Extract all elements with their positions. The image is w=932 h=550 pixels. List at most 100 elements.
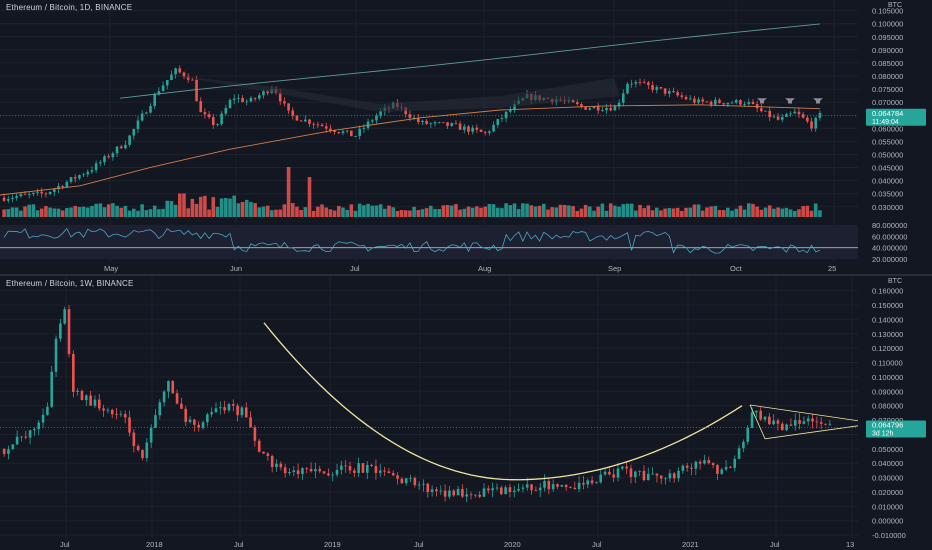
volume-bar (688, 207, 693, 217)
candle-body (2, 197, 6, 201)
candle-body (262, 451, 265, 454)
candle-body (231, 404, 235, 406)
volume-bar (278, 209, 283, 217)
candle-body (123, 414, 127, 418)
volume-bar (797, 209, 801, 217)
candle-body (157, 91, 161, 95)
volume-bar (157, 209, 161, 217)
volume-bar (763, 207, 768, 217)
daily-chart-canvas[interactable]: 0.105000 0.100000 0.095000 0.090000 0.085000… (0, 0, 932, 275)
candle-body (711, 463, 715, 466)
candle-body (458, 123, 462, 130)
candle-body (119, 414, 123, 415)
candle-body (90, 170, 94, 172)
candle-body (616, 468, 620, 478)
candle-body (316, 124, 320, 126)
candle-body (613, 106, 617, 111)
candle-body (309, 468, 313, 472)
candle-body (630, 83, 633, 85)
volume-bar (529, 205, 534, 217)
candle-body (759, 410, 762, 420)
candle-body (718, 99, 721, 104)
candle-body (275, 463, 278, 468)
volume-bar (475, 206, 479, 217)
y-tick-label: 0.075000 (872, 85, 903, 94)
volume-bar (178, 193, 182, 217)
x-tick-label: 2018 (146, 540, 163, 549)
candle-body (772, 420, 775, 425)
candle-body (733, 458, 737, 468)
daily-chart-pane[interactable]: 0.105000 0.100000 0.095000 0.090000 0.085000… (0, 0, 932, 275)
candle-body (153, 94, 157, 106)
volume-bar (583, 204, 588, 217)
candle-body (755, 104, 759, 109)
candle-body (249, 417, 252, 428)
candle-body (609, 107, 613, 111)
candle-body (23, 194, 27, 195)
x-tick-label: May (104, 264, 118, 273)
volume-bar (173, 204, 178, 217)
candle-body (82, 174, 85, 176)
weekly-chart-pane[interactable]: 0.160000 0.150000 0.140000 0.130000 0.120000… (0, 276, 932, 550)
volume-bar (207, 209, 211, 217)
y-tick-label: 0.070000 (872, 98, 903, 107)
candle-body (569, 487, 572, 488)
ma-50-line (0, 104, 821, 196)
x-tick-label: 2020 (504, 540, 521, 549)
y-tick-label: 0.010000 (872, 502, 903, 511)
candle-body (697, 99, 700, 103)
volume-bar (671, 208, 676, 217)
candle-body (28, 430, 32, 438)
volume-bar (341, 207, 345, 217)
candle-body (48, 191, 52, 194)
ma-200-line (119, 23, 821, 99)
candle-body (499, 487, 503, 495)
volume-bar (332, 210, 337, 217)
candle-body (341, 131, 345, 134)
candle-body (810, 121, 813, 129)
candle-body (828, 423, 832, 425)
rsi-tick-label: 80.000000 (872, 221, 907, 230)
volume-bar (270, 210, 274, 217)
candle-body (391, 473, 395, 476)
volume-bar (613, 205, 617, 217)
volume-bar (567, 205, 571, 217)
candle-body (487, 488, 490, 491)
volume-bar (625, 203, 630, 217)
volume-bar (546, 209, 550, 217)
candle-body (685, 465, 689, 468)
y-tick-label: 0.050000 (872, 445, 903, 454)
daily-price-tag: 0.064784 (872, 109, 903, 118)
candle-body (329, 128, 332, 131)
weekly-price-tag: 0.064796 (872, 421, 903, 430)
candle-body (107, 156, 110, 158)
candle-body (417, 484, 421, 486)
candle-body (573, 487, 577, 490)
weekly-chart-canvas[interactable]: 0.160000 0.150000 0.140000 0.130000 0.120000… (0, 276, 932, 550)
candle-body (301, 468, 304, 475)
volume-bar (525, 203, 529, 217)
volume-bar (228, 198, 232, 217)
candle-body (78, 175, 81, 179)
candle-body (408, 114, 412, 118)
pane-divider[interactable] (0, 274, 932, 276)
candle-body (67, 309, 71, 355)
candle-body (655, 473, 659, 476)
volume-bar (123, 205, 128, 217)
candle-body (806, 418, 810, 422)
volume-bar (127, 210, 132, 217)
candle-body (629, 468, 633, 478)
candle-body (27, 194, 31, 195)
volume-bar (274, 209, 278, 217)
volume-bar (320, 204, 324, 217)
volume-bar (23, 206, 27, 217)
candle-body (746, 427, 750, 442)
volume-bar (115, 205, 119, 217)
volume-bar (772, 208, 776, 217)
currency-label: BTC (888, 2, 902, 9)
rounded-bottom-curve (263, 322, 743, 481)
volume-bar (738, 205, 743, 217)
candle-body (716, 465, 719, 474)
volume-bar (634, 210, 638, 217)
candle-body (586, 480, 590, 485)
